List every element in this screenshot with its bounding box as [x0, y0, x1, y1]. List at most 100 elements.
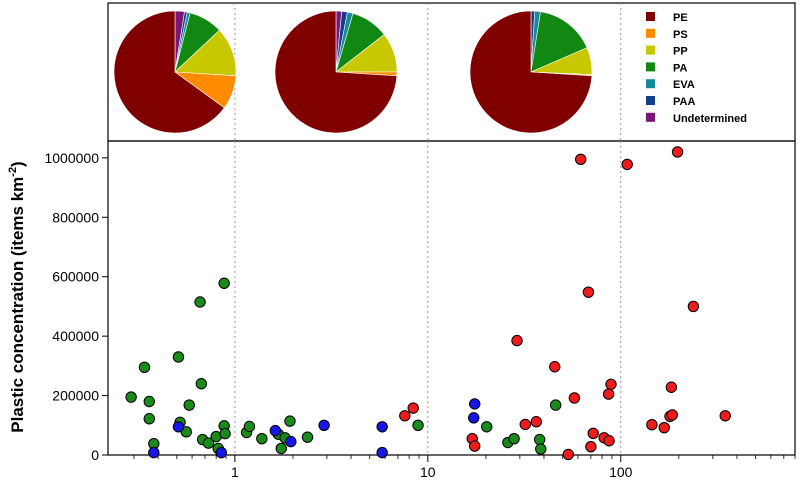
x-tick-label: 10	[420, 464, 436, 480]
legend-item-eva: EVA	[646, 79, 695, 91]
data-point	[125, 391, 137, 403]
data-point	[243, 420, 256, 433]
pie-slice-pe	[274, 10, 398, 134]
pie-chart-3	[469, 10, 593, 134]
scatter-series-2	[148, 398, 481, 459]
data-point	[301, 431, 314, 443]
legend-item-paa: PAA	[646, 96, 695, 108]
pie-slice-pa	[530, 11, 588, 73]
legend-item-ps: PS	[646, 28, 688, 41]
data-point	[621, 158, 633, 171]
data-point	[671, 146, 684, 158]
data-point	[602, 388, 615, 400]
data-point	[284, 415, 296, 427]
data-point	[376, 421, 388, 433]
y-tick-label: 400000	[52, 328, 99, 344]
pie-slice-pe	[469, 10, 593, 134]
legend-item-undetermined: Undetermined	[646, 112, 747, 125]
legend-item-pp: PP	[646, 45, 688, 58]
data-point	[585, 440, 597, 453]
data-point	[605, 378, 617, 390]
data-point	[143, 395, 155, 408]
legend-item-pe: PE	[646, 12, 688, 24]
data-point	[665, 381, 678, 393]
data-point	[587, 427, 599, 440]
x-tick-label: 100	[609, 464, 633, 480]
data-point	[318, 419, 330, 431]
data-point	[138, 361, 151, 374]
y-tick-label: 1000000	[44, 150, 99, 166]
pie-slice-pe	[113, 10, 225, 134]
data-point	[719, 410, 731, 422]
data-point	[687, 300, 700, 313]
legend-swatch	[646, 28, 655, 38]
data-point	[285, 435, 297, 448]
data-point	[172, 421, 185, 433]
scatter-points	[125, 146, 731, 461]
data-point	[562, 448, 575, 461]
data-point	[218, 277, 230, 289]
legend-swatch	[646, 96, 655, 105]
data-point	[376, 446, 388, 459]
pie-chart-1	[113, 10, 237, 134]
data-point	[511, 334, 523, 347]
y-tick-label: 600000	[52, 269, 99, 285]
data-point	[407, 402, 419, 414]
data-point	[568, 392, 581, 404]
data-point	[582, 286, 595, 298]
y-tick-label: 200000	[52, 388, 99, 404]
data-point	[575, 153, 587, 166]
data-point	[202, 437, 215, 449]
legend-swatch	[646, 45, 655, 55]
data-point	[412, 419, 424, 431]
data-point	[269, 424, 281, 437]
pie-charts	[113, 10, 593, 134]
data-point	[549, 399, 562, 411]
scatter-series-3	[399, 146, 731, 461]
legend-swatch	[646, 12, 655, 21]
legend-label: Undetermined	[673, 113, 747, 125]
data-point	[469, 440, 481, 452]
y-tick-label: 0	[91, 447, 99, 463]
y-axis-label: Plastic concentration (items km-2)	[7, 161, 27, 432]
pie-chart-2	[274, 10, 398, 134]
data-point	[508, 432, 520, 445]
data-point	[215, 446, 227, 459]
legend: PE PS PP PA EVA PAA Undetermined	[646, 12, 747, 125]
data-point	[533, 433, 546, 446]
data-point	[195, 377, 208, 390]
scatter-series-1	[125, 277, 562, 455]
axes: 0 200000 400000 600000 800000 1000000 1 10 100	[44, 150, 796, 480]
data-point	[172, 351, 185, 363]
data-point	[646, 418, 658, 431]
data-point	[535, 443, 547, 455]
legend-swatch	[646, 79, 655, 89]
scatter-plot	[107, 140, 796, 456]
data-point	[603, 435, 615, 447]
legend-item-pa: PA	[646, 62, 688, 74]
y-tick-label: 800000	[52, 209, 99, 225]
data-point	[256, 432, 268, 445]
data-point	[658, 421, 670, 434]
legend-label: PP	[673, 46, 688, 58]
legend-label: EVA	[673, 79, 695, 91]
data-point	[219, 427, 231, 440]
data-point	[481, 421, 493, 433]
legend-swatch	[646, 62, 655, 72]
legend-label: PAA	[673, 96, 695, 108]
data-point	[148, 446, 160, 459]
x-tick-label: 1	[231, 464, 239, 480]
data-point	[399, 410, 411, 422]
data-point	[469, 398, 481, 410]
plot-frame	[107, 140, 796, 456]
data-point	[549, 361, 561, 373]
data-point	[183, 399, 195, 411]
data-point	[666, 409, 679, 421]
legend-label: PE	[673, 12, 688, 24]
data-point	[519, 418, 531, 431]
data-point	[194, 296, 206, 308]
legend-label: PS	[673, 29, 688, 41]
data-point	[530, 416, 542, 428]
